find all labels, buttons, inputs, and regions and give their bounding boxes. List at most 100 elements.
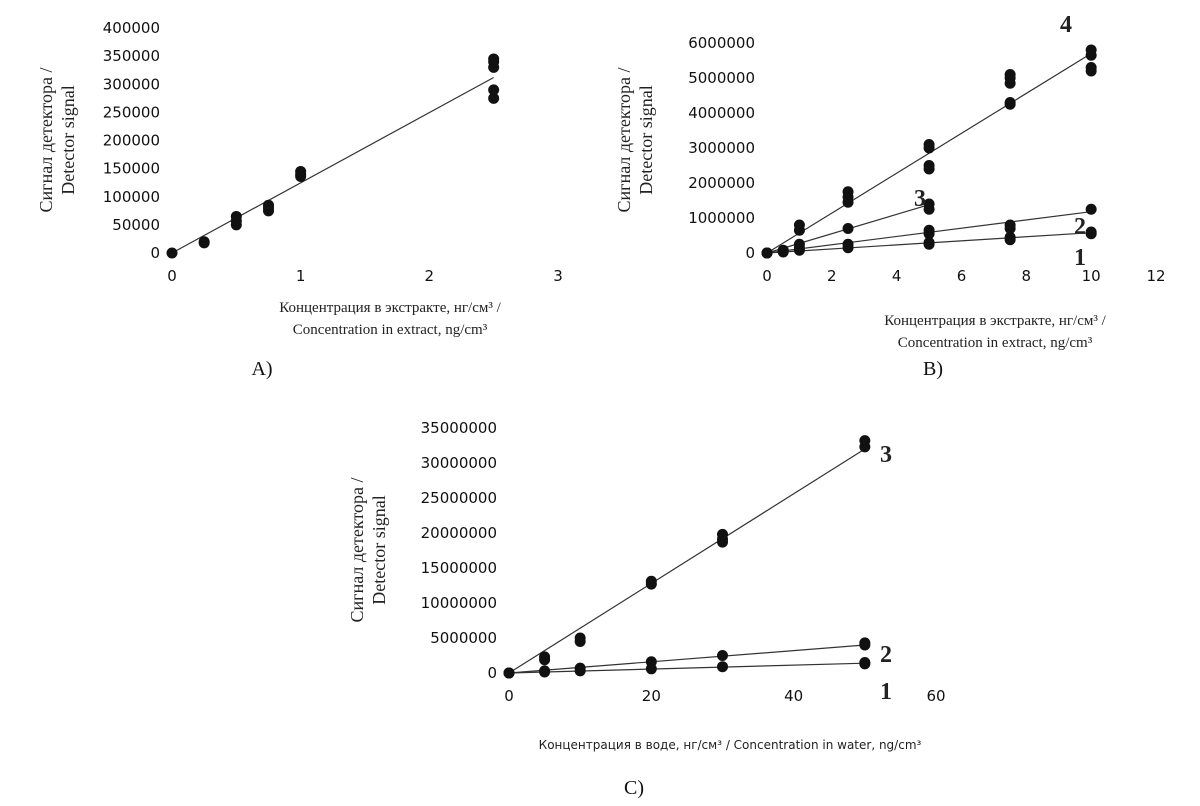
y-tick-label: 35000000	[421, 419, 497, 437]
data-point	[539, 651, 551, 663]
y-tick-label: 350000	[103, 47, 160, 65]
x-tick-label: 60	[926, 687, 945, 705]
series-number-label: 2	[880, 642, 892, 668]
y-tick-label: 200000	[103, 132, 160, 150]
y-axis-label-line: Detector signal	[369, 495, 389, 604]
y-tick-label: 300000	[103, 75, 160, 93]
panel-label: C)	[624, 777, 644, 799]
data-point	[923, 237, 935, 248]
y-axis-label-line: Сигнал детектора /	[614, 68, 634, 213]
data-point	[842, 223, 854, 234]
data-point	[1004, 97, 1016, 108]
x-axis-label: Концентрация в экстракте, нг/см³ /	[884, 313, 1106, 329]
y-axis-label: Сигнал детектора / Detector signal	[614, 68, 656, 213]
data-point	[717, 661, 728, 673]
series-number-label: 1	[1074, 245, 1086, 271]
y-tick-label: 250000	[103, 103, 160, 121]
series-number-label: 4	[1060, 12, 1072, 38]
y-tick-label: 25000000	[421, 489, 497, 507]
trend-line	[508, 448, 866, 674]
y-axis-label-line: Сигнал детектора /	[347, 478, 367, 623]
data-point	[1085, 226, 1097, 238]
x-tick-label: 4	[892, 267, 902, 285]
x-axis-label: Концентрация в экстракте, нг/см³ /	[279, 300, 501, 316]
y-tick-label: 400000	[103, 19, 160, 37]
y-axis-label-line: Detector signal	[636, 85, 656, 194]
series-2: 2	[503, 637, 892, 679]
data-point	[777, 246, 789, 258]
panel-label: A)	[251, 358, 272, 380]
y-axis-label: Сигнал детектора / Detector signal	[36, 68, 78, 213]
y-tick-label: 0	[150, 244, 160, 262]
y-axis-label-line: Detector signal	[58, 85, 78, 194]
data-point	[842, 186, 854, 198]
data-point	[1085, 203, 1097, 215]
x-tick-label: 20	[642, 687, 661, 705]
y-tick-label: 50000	[112, 216, 160, 234]
x-axis-label: Concentration in extract, ng/cm³	[898, 335, 1093, 351]
data-point	[923, 160, 935, 171]
x-axis-label: Concentration in extract, ng/cm³	[293, 322, 488, 338]
data-point	[761, 247, 773, 259]
data-point	[793, 219, 805, 231]
data-point	[488, 53, 500, 65]
data-point	[859, 657, 871, 668]
data-point	[859, 435, 871, 447]
y-tick-label: 20000000	[421, 524, 497, 542]
data-point	[1004, 219, 1016, 231]
data-point	[793, 244, 805, 256]
chart-panel-2: 0 1000000 2000000 3000000 4000000 5000000 6000…	[614, 12, 1166, 380]
data-point	[230, 210, 242, 222]
y-tick-label: 4000000	[688, 104, 755, 122]
x-tick-label: 8	[1022, 267, 1032, 285]
series-3: 3	[503, 435, 892, 679]
y-tick-label: 1000000	[688, 209, 755, 227]
x-tick-label: 2	[425, 267, 435, 285]
data-point	[263, 199, 274, 211]
data-point	[923, 198, 935, 210]
trend-line	[508, 644, 865, 674]
y-tick-label: 0	[487, 664, 497, 682]
x-tick-label: 0	[167, 267, 177, 285]
chart-panel-1: 0 50000 100000 150000 200000 250000 300000 3500…	[36, 19, 563, 380]
data-point	[574, 632, 586, 644]
x-tick-label: 1	[296, 267, 306, 285]
y-tick-label: 0	[745, 244, 755, 262]
data-point	[488, 92, 500, 104]
trend-line	[171, 76, 494, 254]
data-point	[645, 663, 657, 675]
chart-panel-3: 0 5000000 10000000 15000000 20000000 25000000…	[347, 419, 946, 799]
data-point	[295, 165, 307, 177]
data-point	[842, 242, 854, 254]
data-point	[1085, 62, 1097, 73]
x-axis-label: Концентрация в воде, нг/см³ / Concentrat…	[539, 738, 922, 752]
data-point	[717, 650, 728, 661]
y-tick-label: 150000	[103, 160, 160, 178]
data-point	[923, 224, 935, 236]
data-point	[198, 236, 210, 248]
data-point	[539, 666, 551, 678]
y-tick-label: 30000000	[421, 454, 497, 472]
y-tick-label: 3000000	[688, 139, 755, 157]
data-point	[488, 84, 500, 96]
data-point	[166, 247, 178, 259]
data-point	[503, 667, 515, 679]
series-1: 1	[503, 657, 892, 705]
data-point	[645, 575, 657, 587]
y-tick-label: 5000000	[430, 629, 497, 647]
data-point	[717, 528, 728, 540]
y-tick-label: 6000000	[688, 34, 755, 52]
series-number-label: 2	[1074, 214, 1086, 240]
y-tick-label: 15000000	[421, 559, 497, 577]
series-number-label: 1	[880, 679, 892, 705]
x-tick-label: 3	[553, 267, 563, 285]
x-tick-label: 10	[1082, 267, 1101, 285]
series-main	[166, 53, 500, 259]
data-point	[574, 665, 586, 677]
data-point	[1004, 69, 1016, 80]
y-axis-label: Сигнал детектора / Detector signal	[347, 478, 389, 623]
y-tick-label: 10000000	[421, 594, 497, 612]
panel-label: B)	[923, 358, 943, 380]
x-tick-label: 0	[762, 267, 772, 285]
